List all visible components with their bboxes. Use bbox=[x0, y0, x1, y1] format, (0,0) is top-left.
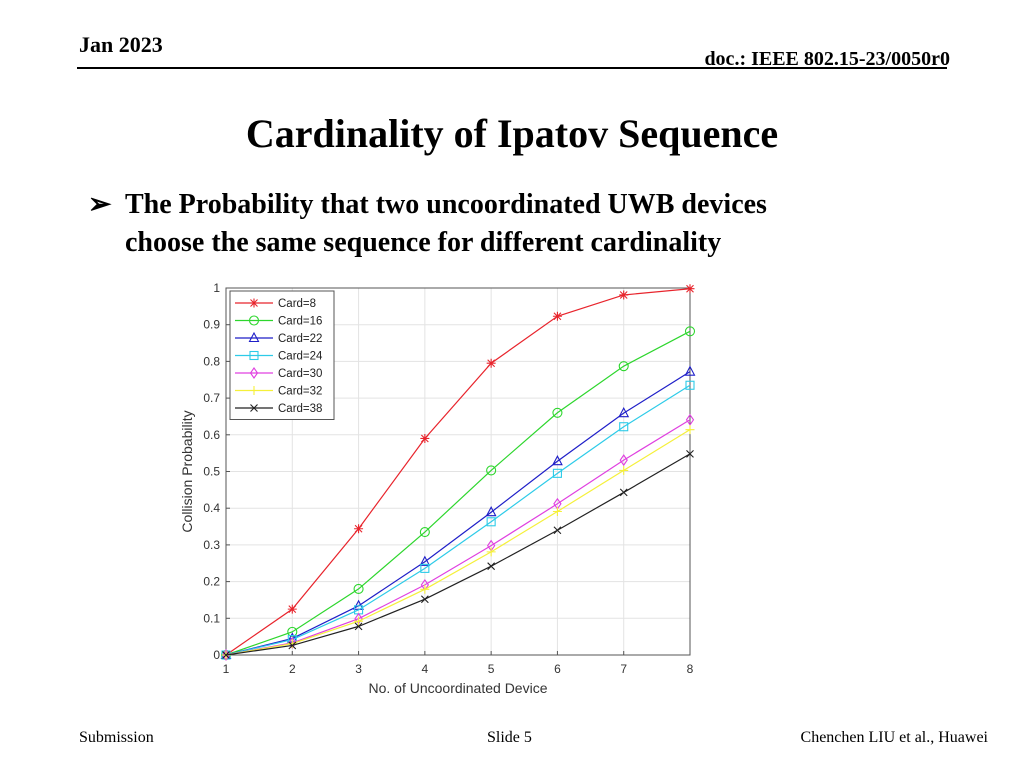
data-point-card-38 bbox=[420, 595, 429, 604]
legend-label-card-32: Card=32 bbox=[278, 386, 322, 398]
y-tick-label: 0.9 bbox=[203, 318, 220, 332]
data-point-card-30 bbox=[685, 413, 695, 426]
data-point-card-22 bbox=[618, 406, 630, 418]
series-line-card-30 bbox=[225, 419, 691, 656]
data-point-card-22 bbox=[485, 506, 497, 517]
y-tick-label: 0.5 bbox=[203, 465, 220, 479]
data-point-card-16 bbox=[684, 326, 696, 337]
data-point-card-38 bbox=[354, 622, 363, 631]
data-point-card-22 bbox=[419, 555, 431, 566]
data-point-card-8 bbox=[420, 433, 430, 443]
data-point-card-38 bbox=[288, 641, 297, 650]
data-point-card-16 bbox=[552, 407, 563, 418]
data-point-card-38 bbox=[553, 526, 562, 535]
bullet-text-line-2: choose the same sequence for different c… bbox=[125, 227, 722, 258]
legend-marker-card-22 bbox=[248, 331, 260, 343]
data-point-card-22 bbox=[552, 455, 563, 466]
data-point-card-38 bbox=[487, 562, 496, 571]
data-point-card-32 bbox=[420, 584, 430, 594]
legend-marker-card-8 bbox=[249, 298, 259, 308]
data-point-card-8 bbox=[287, 604, 297, 614]
legend-marker-card-30 bbox=[249, 367, 259, 379]
data-point-card-32 bbox=[552, 507, 562, 517]
x-tick-label: 5 bbox=[488, 662, 495, 676]
x-tick-label: 8 bbox=[687, 662, 694, 676]
data-point-card-38 bbox=[686, 449, 694, 458]
header-date: Jan 2023 bbox=[79, 32, 163, 57]
legend-label-card-16: Card=16 bbox=[278, 316, 322, 328]
collision-probability-chart: 1 2 3 4 5 6 7 8 0 0.1 0.2 0.3 0.4 0.5 0.6 0.7 0.8 0.9 1 No.… bbox=[179, 281, 696, 696]
data-point-card-30 bbox=[619, 454, 628, 467]
x-tick-label: 6 bbox=[554, 662, 561, 676]
y-tick-label: 0.2 bbox=[203, 575, 220, 589]
data-point-card-16 bbox=[287, 626, 298, 637]
data-point-card-16 bbox=[618, 361, 629, 372]
series-line-card-32 bbox=[225, 429, 691, 656]
data-point-card-24 bbox=[685, 380, 695, 390]
x-tick-label: 4 bbox=[422, 662, 429, 676]
data-point-card-16 bbox=[486, 465, 497, 476]
data-point-card-32 bbox=[486, 547, 496, 557]
legend-label-card-24: Card=24 bbox=[278, 351, 323, 363]
legend-label-card-22: Card=22 bbox=[278, 333, 322, 345]
data-point-card-24 bbox=[619, 422, 629, 432]
header-divider bbox=[77, 67, 947, 69]
y-tick-label: 0 bbox=[213, 648, 220, 662]
data-point-card-24 bbox=[486, 517, 496, 527]
data-point-card-8 bbox=[354, 524, 364, 534]
data-point-card-24 bbox=[420, 563, 430, 573]
series-line-card-16 bbox=[225, 330, 691, 656]
data-point-card-32 bbox=[354, 616, 364, 626]
x-axis-label: No. of Uncoordinated Device bbox=[369, 680, 548, 696]
footer-slide-number: Slide 5 bbox=[487, 729, 532, 746]
y-tick-label: 0.4 bbox=[203, 501, 220, 515]
y-tick-label: 1 bbox=[213, 281, 220, 295]
data-point-card-8 bbox=[685, 284, 695, 294]
arrow-bullet-icon: ➢ bbox=[88, 189, 112, 220]
data-point-card-22 bbox=[684, 365, 696, 376]
bullet-text: The Probability that two uncoordinated U… bbox=[125, 186, 945, 262]
legend-marker-card-24 bbox=[249, 350, 259, 361]
y-axis-label: Collision Probability bbox=[179, 410, 195, 532]
data-point-card-32 bbox=[619, 465, 629, 475]
bullet-text-line-1: The Probability that two uncoordinated U… bbox=[125, 189, 767, 220]
series-line-card-38 bbox=[225, 453, 691, 656]
x-tick-label: 3 bbox=[355, 662, 362, 676]
legend-marker-card-32 bbox=[249, 386, 259, 395]
y-tick-label: 0.6 bbox=[203, 428, 220, 442]
legend-label-card-30: Card=30 bbox=[278, 368, 322, 380]
data-point-card-24 bbox=[552, 468, 562, 478]
data-point-card-38 bbox=[222, 651, 230, 659]
series-line-card-24 bbox=[225, 384, 691, 656]
series-line-card-22 bbox=[225, 371, 691, 656]
legend-label-card-38: Card=38 bbox=[278, 403, 322, 415]
legend-marker-card-16 bbox=[248, 315, 260, 326]
y-tick-label: 0.8 bbox=[203, 354, 220, 368]
data-point-card-32 bbox=[685, 425, 695, 435]
y-tick-label: 0.1 bbox=[203, 611, 220, 625]
data-point-card-16 bbox=[353, 583, 364, 594]
header-doc-id: doc.: IEEE 802.15-23/0050r0 bbox=[704, 48, 950, 70]
legend-marker-card-38 bbox=[250, 404, 258, 412]
data-point-card-32 bbox=[287, 639, 297, 649]
data-point-card-8 bbox=[619, 290, 629, 300]
x-tick-label: 2 bbox=[289, 662, 296, 676]
footer-author: Chenchen LIU et al., Huawei bbox=[800, 729, 988, 746]
data-point-card-38 bbox=[619, 488, 628, 497]
data-point-card-8 bbox=[552, 311, 562, 321]
legend-label-card-8: Card=8 bbox=[278, 298, 316, 310]
x-tick-label: 1 bbox=[223, 662, 230, 676]
x-tick-label: 7 bbox=[620, 662, 627, 676]
slide-title: Cardinality of Ipatov Sequence bbox=[245, 111, 779, 156]
data-point-card-16 bbox=[419, 527, 430, 538]
footer-submission: Submission bbox=[79, 729, 154, 746]
data-point-card-8 bbox=[486, 358, 496, 368]
y-tick-label: 0.3 bbox=[203, 538, 220, 552]
series-line-card-8 bbox=[225, 288, 691, 656]
y-tick-label: 0.7 bbox=[203, 391, 220, 405]
